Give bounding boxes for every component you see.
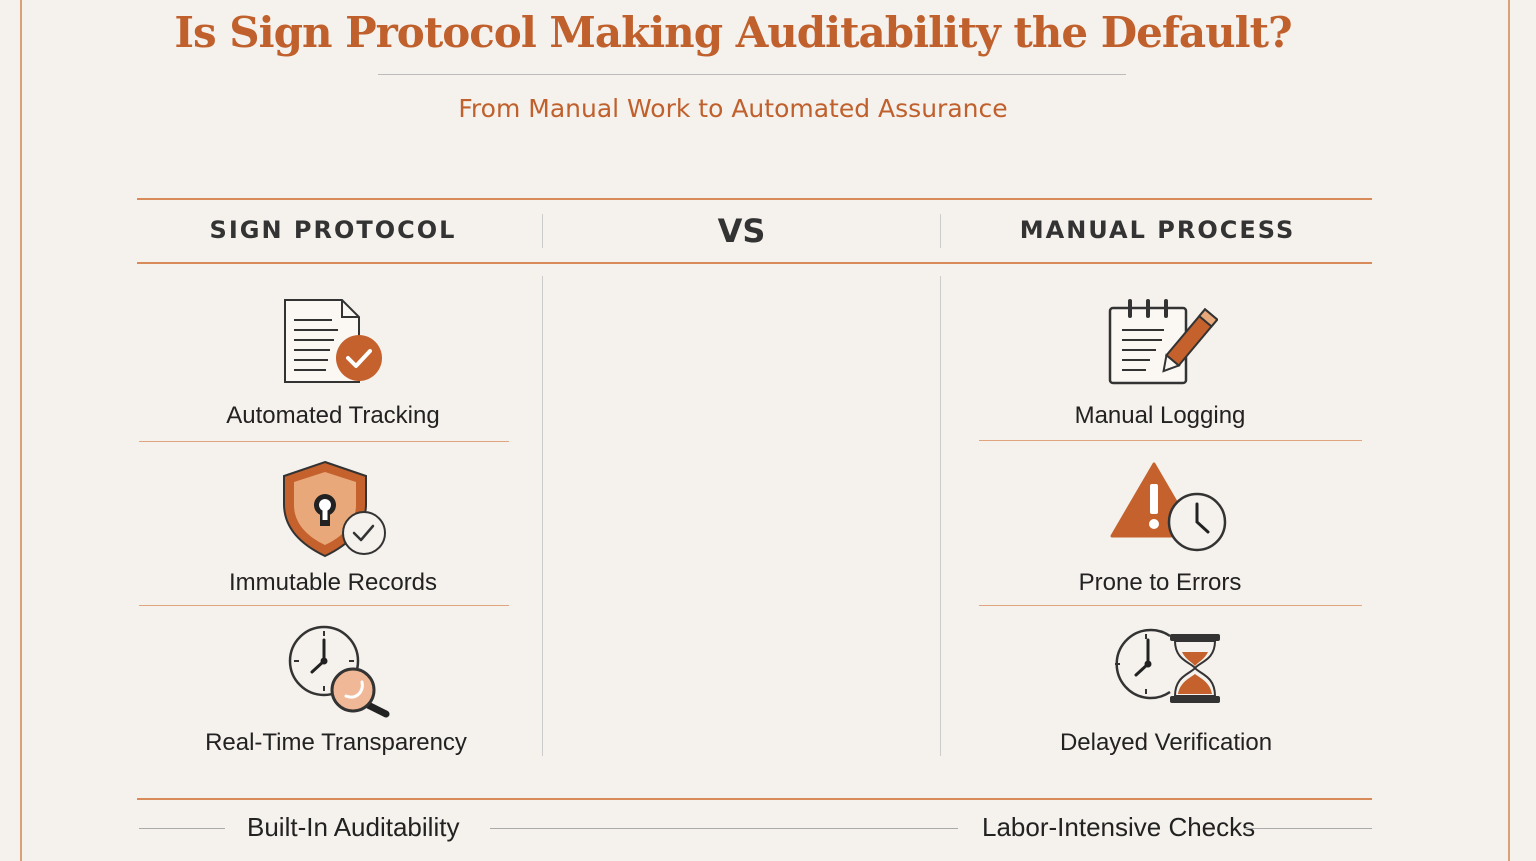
footer-rule-right [1245, 828, 1372, 829]
page-subtitle: From Manual Work to Automated Assurance [458, 94, 1008, 123]
column-divider-right [940, 276, 941, 756]
page-title: Is Sign Protocol Making Auditability the… [174, 8, 1292, 57]
frame-left-border [20, 0, 22, 861]
item-prone-to-errors: Prone to Errors [1078, 569, 1242, 596]
notepad-pencil-icon [1108, 299, 1218, 385]
footer-left-label: Built-In Auditability [247, 812, 460, 842]
item-delayed-verification: Delayed Verification [1059, 729, 1273, 756]
shield-lock-icon [283, 460, 386, 558]
frame-right-border [1508, 0, 1510, 861]
right-column-header: MANUAL PROCESS [1019, 216, 1296, 244]
clock-hourglass-icon [1115, 628, 1220, 703]
vs-label: VS [717, 212, 766, 250]
header-bottom-rule [137, 262, 1372, 264]
clock-magnifier-icon [288, 625, 390, 718]
left-column-header: SIGN PROTOCOL [209, 216, 457, 244]
footer-rule-center [490, 828, 958, 829]
left-row-divider-2 [139, 605, 509, 606]
right-row-divider-1 [979, 440, 1362, 441]
title-underline [378, 74, 1126, 75]
item-real-time-transparency: Real-Time Transparency [205, 729, 467, 756]
column-divider-left [542, 276, 543, 756]
header-divider-right [940, 214, 941, 248]
footer-right-label: Labor-Intensive Checks [982, 812, 1256, 842]
item-automated-tracking: Automated Tracking [226, 402, 440, 429]
right-row-divider-2 [979, 605, 1362, 606]
left-row-divider-1 [139, 441, 509, 442]
table-top-rule [137, 198, 1372, 200]
item-manual-logging: Manual Logging [1074, 402, 1246, 429]
warning-clock-icon [1110, 462, 1227, 552]
document-check-icon [284, 299, 382, 383]
header-divider-left [542, 214, 543, 248]
footer-rule-left [139, 828, 225, 829]
table-bottom-rule [137, 798, 1372, 800]
item-immutable-records: Immutable Records [228, 569, 438, 596]
